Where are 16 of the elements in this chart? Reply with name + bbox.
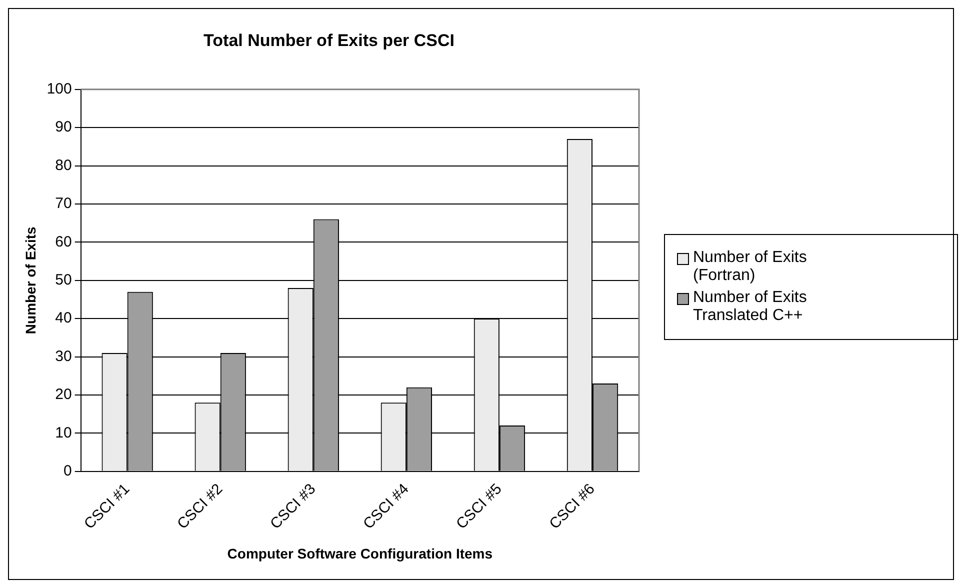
- y-tick-label: 90: [55, 118, 72, 136]
- y-tick-label: 0: [63, 462, 72, 480]
- y-tick-label: 40: [55, 310, 72, 327]
- legend-label: Number of Exits Translated C++: [693, 289, 808, 325]
- legend-label: Number of Exits (Fortran): [693, 249, 808, 285]
- y-tick-label: 70: [55, 195, 72, 212]
- y-tick-label: 80: [55, 156, 72, 174]
- y-tick-label: 100: [46, 80, 72, 98]
- y-tick-label: 10: [55, 424, 72, 442]
- y-axis-title: Number of Exits: [22, 226, 38, 334]
- y-tick-label: 20: [55, 386, 72, 404]
- x-axis-title: Computer Software Configuration Items: [227, 545, 493, 562]
- y-tick-label: 50: [55, 272, 72, 289]
- chart-title: Total Number of Exits per CSCI: [204, 30, 454, 50]
- y-tick-label: 30: [55, 348, 72, 365]
- y-tick-label: 60: [55, 233, 72, 250]
